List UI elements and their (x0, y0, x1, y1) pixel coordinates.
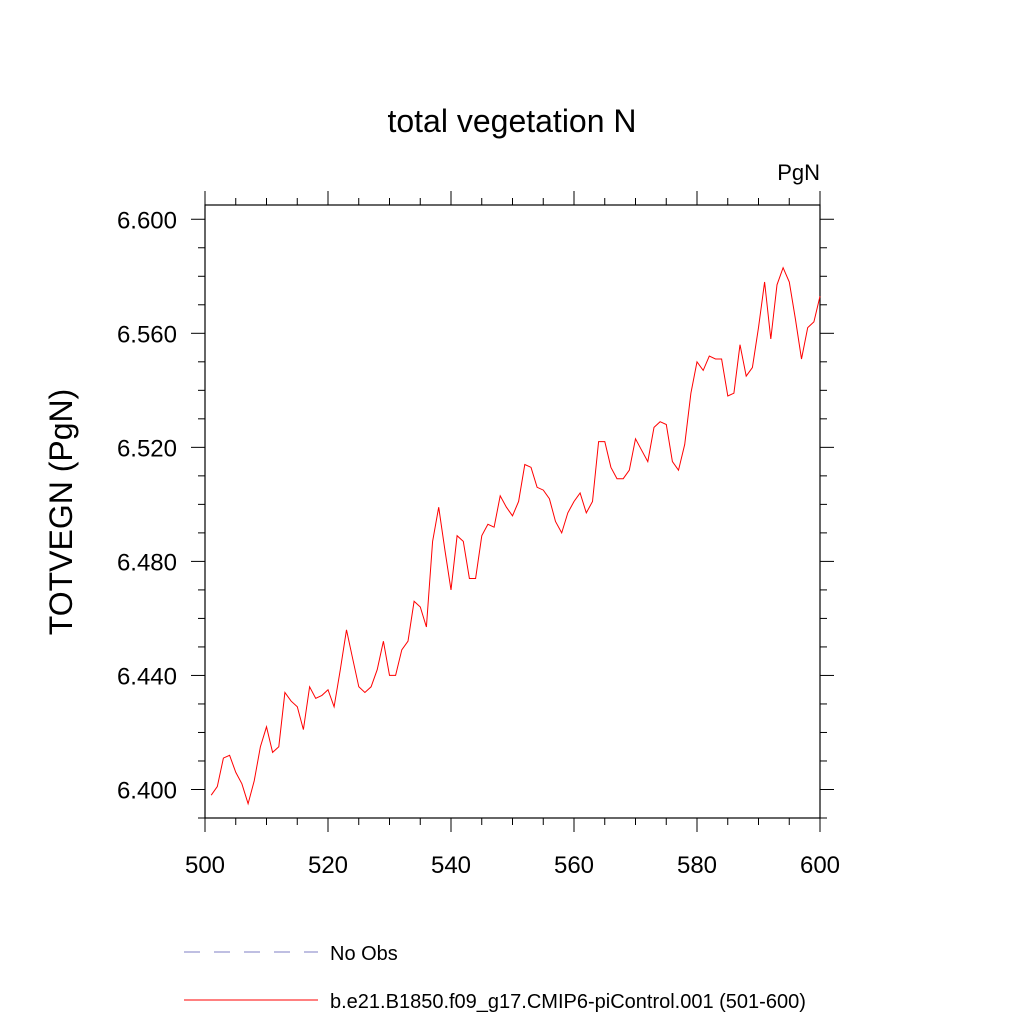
data-series (210, 266, 821, 806)
x-tick-label: 560 (554, 852, 594, 879)
units-label: PgN (777, 160, 820, 185)
chart-title: total vegetation N (387, 103, 636, 139)
legend-series-label: b.e21.B1850.f09_g17.CMIP6-piControl.001 … (330, 991, 806, 1013)
legend-no-obs-label: No Obs (330, 943, 398, 965)
x-tick-label: 580 (677, 852, 717, 879)
y-tick-label: 6.400 (117, 777, 177, 804)
x-tick-label: 600 (800, 852, 840, 879)
legend: No Obs b.e21.B1850.f09_g17.CMIP6-piContr… (184, 943, 806, 1013)
x-tick-label: 540 (431, 852, 471, 879)
series-line (210, 266, 821, 806)
y-tick-label: 6.440 (117, 663, 177, 690)
y-tick-label: 6.600 (117, 207, 177, 234)
y-tick-label: 6.520 (117, 435, 177, 462)
plot-frame (204, 204, 821, 819)
axis-ticks (191, 191, 834, 832)
axis-tick-labels: 500 520 540 560 580 600 6.400 6.440 6.480 6.520 6.… (117, 207, 840, 879)
y-tick-label: 6.480 (117, 549, 177, 576)
x-tick-label: 520 (308, 852, 348, 879)
y-axis-label: TOTVEGN (PgN) (43, 389, 79, 636)
x-tick-label: 500 (185, 852, 225, 879)
y-tick-label: 6.560 (117, 321, 177, 348)
